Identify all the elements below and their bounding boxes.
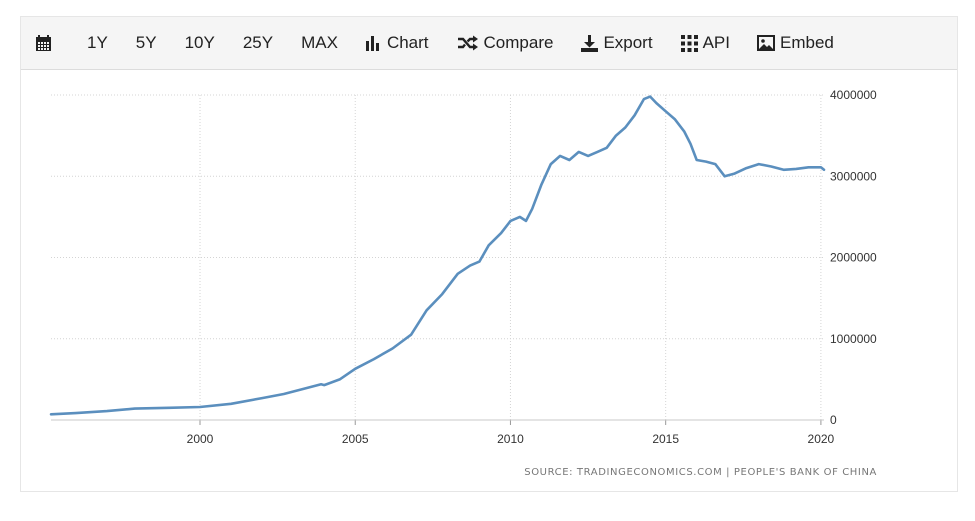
calendar-icon (35, 34, 52, 52)
api-button[interactable]: API (680, 17, 730, 69)
range-1y-button[interactable]: 1Y (87, 33, 108, 52)
x-tick-label: 2020 (808, 432, 835, 446)
x-tick-label: 2000 (187, 432, 214, 446)
y-tick-label: 3000000 (830, 169, 877, 183)
api-button-label: API (702, 33, 730, 52)
x-tick-label: 2015 (652, 432, 679, 446)
y-tick-label: 2000000 (830, 251, 877, 265)
range-max-button[interactable]: MAX (301, 33, 338, 52)
grid-lines (51, 94, 824, 420)
tick-labels: 0 1000000 2000000 3000000 4000000 2000 2005 201… (187, 88, 877, 446)
compare-button[interactable]: Compare (457, 17, 554, 69)
source-note: SOURCE: TRADINGECONOMICS.COM | PEOPLE'S … (524, 467, 877, 478)
chart-widget: 1Y 5Y 10Y 25Y MAX Chart (20, 16, 958, 492)
export-button-label: Export (603, 33, 653, 52)
chart-toolbar: 1Y 5Y 10Y 25Y MAX Chart (21, 17, 957, 70)
chart-button[interactable]: Chart (365, 17, 429, 69)
axes (51, 419, 824, 425)
compare-button-label: Compare (483, 33, 554, 52)
calendar-button[interactable] (35, 17, 57, 69)
range-10y-button[interactable]: 10Y (184, 33, 215, 52)
shuffle-icon (457, 35, 479, 51)
x-tick-label: 2005 (342, 432, 369, 446)
grid-dots-icon (680, 34, 698, 52)
series-layer (49, 95, 826, 416)
x-tick-label: 2010 (497, 432, 524, 446)
y-tick-label: 1000000 (830, 332, 877, 346)
export-button[interactable]: Export (581, 17, 653, 69)
y-tick-label: 0 (830, 413, 837, 427)
image-icon (756, 35, 775, 51)
download-icon (581, 34, 599, 52)
embed-button-label: Embed (779, 33, 834, 52)
range-5y-button[interactable]: 5Y (135, 33, 157, 52)
embed-button[interactable]: Embed (756, 17, 834, 69)
chart-plot-area: 0 1000000 2000000 3000000 4000000 2000 2005 201… (49, 88, 877, 446)
y-tick-label: 4000000 (830, 88, 877, 102)
chart-button-label: Chart (386, 33, 429, 52)
series-line[interactable] (49, 95, 826, 416)
bar-chart-icon (365, 35, 382, 51)
range-25y-button[interactable]: 25Y (242, 33, 274, 52)
